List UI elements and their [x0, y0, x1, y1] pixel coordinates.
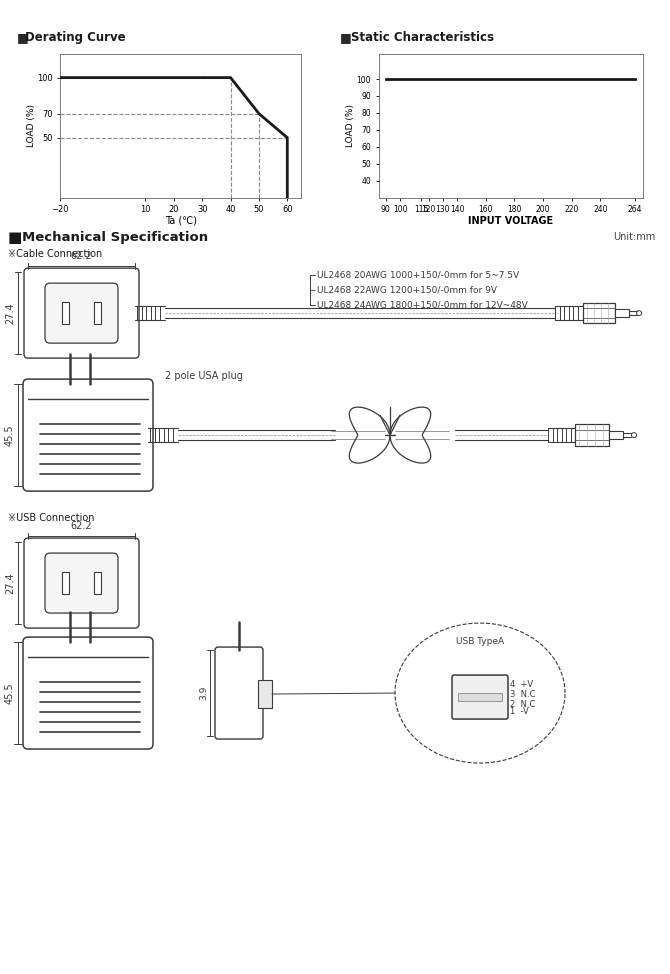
Text: 27.4: 27.4 — [5, 573, 15, 594]
Bar — [458, 693, 502, 701]
Text: 3.9: 3.9 — [199, 686, 208, 700]
Text: Static Characteristics: Static Characteristics — [351, 31, 494, 45]
Bar — [609, 431, 623, 439]
Bar — [62, 572, 69, 594]
Text: USB TypeA: USB TypeA — [456, 637, 504, 646]
Bar — [62, 302, 69, 324]
Bar — [94, 302, 101, 324]
Bar — [583, 303, 615, 323]
FancyBboxPatch shape — [452, 675, 508, 719]
Bar — [575, 424, 609, 446]
FancyBboxPatch shape — [24, 538, 139, 628]
Text: 45.5: 45.5 — [5, 682, 15, 704]
Text: 62.2: 62.2 — [71, 521, 92, 531]
Bar — [258, 680, 272, 708]
Text: ※Cable Connection: ※Cable Connection — [8, 249, 103, 259]
Text: ■: ■ — [8, 230, 22, 244]
FancyBboxPatch shape — [23, 379, 153, 491]
Text: Mechanical Specification: Mechanical Specification — [22, 231, 208, 244]
Bar — [94, 572, 101, 594]
Y-axis label: LOAD (%): LOAD (%) — [346, 104, 355, 147]
FancyBboxPatch shape — [24, 268, 139, 358]
Text: Unit:mm: Unit:mm — [613, 232, 655, 243]
Text: UL2468 22AWG 1200+150/-0mm for 9V: UL2468 22AWG 1200+150/-0mm for 9V — [317, 285, 497, 295]
Text: 27.4: 27.4 — [5, 302, 15, 324]
Text: 4  +V: 4 +V — [510, 680, 533, 689]
FancyBboxPatch shape — [45, 283, 118, 343]
FancyBboxPatch shape — [215, 647, 263, 739]
Circle shape — [636, 311, 641, 316]
Text: 2  N.C: 2 N.C — [510, 699, 535, 708]
Text: UL2468 20AWG 1000+150/-0mm for 5~7.5V: UL2468 20AWG 1000+150/-0mm for 5~7.5V — [317, 271, 519, 280]
Text: ※USB Connection: ※USB Connection — [8, 513, 94, 523]
Text: ■: ■ — [340, 31, 352, 45]
Text: 62.2: 62.2 — [71, 251, 92, 261]
Bar — [615, 309, 629, 318]
Text: UL2468 24AWG 1800+150/-0mm for 12V~48V: UL2468 24AWG 1800+150/-0mm for 12V~48V — [317, 301, 528, 310]
Text: ■: ■ — [17, 31, 29, 45]
Text: Derating Curve: Derating Curve — [25, 31, 126, 45]
Text: 2 pole USA plug: 2 pole USA plug — [165, 371, 243, 381]
X-axis label: INPUT VOLTAGE: INPUT VOLTAGE — [468, 216, 553, 226]
X-axis label: Ta (℃): Ta (℃) — [165, 216, 197, 226]
Circle shape — [632, 432, 636, 437]
FancyBboxPatch shape — [45, 553, 118, 613]
Text: 3  N.C: 3 N.C — [510, 690, 535, 698]
Text: 1  -V: 1 -V — [510, 706, 529, 716]
Y-axis label: LOAD (%): LOAD (%) — [27, 104, 36, 147]
Text: 45.5: 45.5 — [5, 425, 15, 446]
FancyBboxPatch shape — [23, 637, 153, 749]
